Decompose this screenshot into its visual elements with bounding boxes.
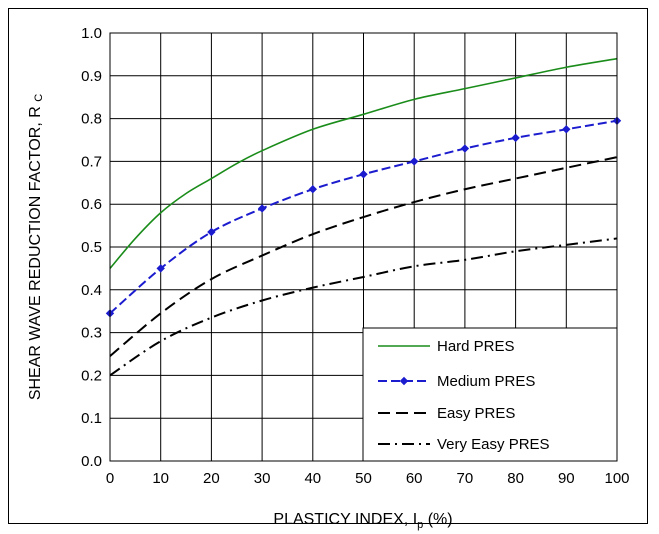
data-point-marker	[257, 204, 267, 213]
data-point-marker	[207, 227, 216, 237]
series-layer	[105, 57, 622, 377]
data-point-marker	[359, 170, 368, 179]
chart-frame	[8, 8, 648, 524]
y-axis-label: SHEAR WAVE REDUCTION FACTOR, R C	[27, 94, 45, 400]
x-tick-label: 50	[355, 470, 372, 487]
legend-label: Medium PRES	[437, 373, 535, 390]
legend-label: Very Easy PRES	[437, 436, 550, 453]
x-tick-label: 10	[152, 470, 169, 487]
y-tick-label: 0.2	[81, 367, 102, 384]
data-point-marker	[511, 133, 520, 143]
x-tick-label: 30	[254, 470, 271, 487]
y-axis-label-main: SHEAR WAVE REDUCTION FACTOR, R	[27, 106, 44, 400]
x-axis-label-unit: (%)	[423, 511, 452, 528]
x-tick-label: 90	[558, 470, 575, 487]
data-point-marker	[562, 125, 571, 134]
y-tick-label: 0.9	[81, 68, 102, 85]
series-line	[109, 237, 618, 377]
data-point-marker	[308, 185, 318, 194]
x-tick-label: 100	[604, 470, 629, 487]
y-tick-label: 0.8	[81, 111, 102, 128]
legend: Hard PRES Medium PRES Easy PRES Very Easy P…	[362, 327, 618, 462]
series-0	[109, 57, 618, 269]
legend-label: Easy PRES	[437, 405, 515, 422]
series-line	[109, 156, 618, 357]
x-tick-label: 0	[106, 470, 114, 487]
y-tick-label: 0.4	[81, 282, 102, 299]
y-tick-label: 0.0	[81, 453, 102, 470]
y-tick-label: 0.5	[81, 239, 102, 256]
x-axis-label: PLASTICY INDEX, Ip (%)	[273, 511, 452, 531]
x-tick-label: 40	[304, 470, 321, 487]
tick-labels: 0 10 20 30 40 50 60 70 80 90 100 0.0 0.1 0.2 0.3 0.4 0.5…	[81, 25, 629, 487]
x-axis-label-main: PLASTICY INDEX, I	[273, 511, 417, 528]
series-2	[109, 156, 618, 357]
y-axis-label-sub: C	[33, 94, 45, 102]
legend-label: Hard PRES	[437, 338, 515, 355]
x-tick-label: 70	[457, 470, 474, 487]
x-tick-label: 80	[507, 470, 524, 487]
x-axis-label-sub: p	[417, 519, 423, 531]
x-tick-label: 60	[406, 470, 423, 487]
y-tick-label: 0.7	[81, 153, 102, 170]
y-tick-label: 0.3	[81, 325, 102, 342]
data-point-marker	[156, 264, 165, 273]
legend-marker	[399, 376, 409, 386]
series-line	[109, 57, 618, 269]
data-point-marker	[460, 144, 470, 153]
y-tick-label: 1.0	[81, 25, 102, 42]
y-tick-label: 0.1	[81, 410, 102, 427]
legend-box	[362, 327, 618, 462]
series-3	[109, 237, 618, 377]
y-tick-label: 0.6	[81, 196, 102, 213]
x-tick-label: 20	[203, 470, 220, 487]
data-point-marker	[409, 157, 419, 166]
